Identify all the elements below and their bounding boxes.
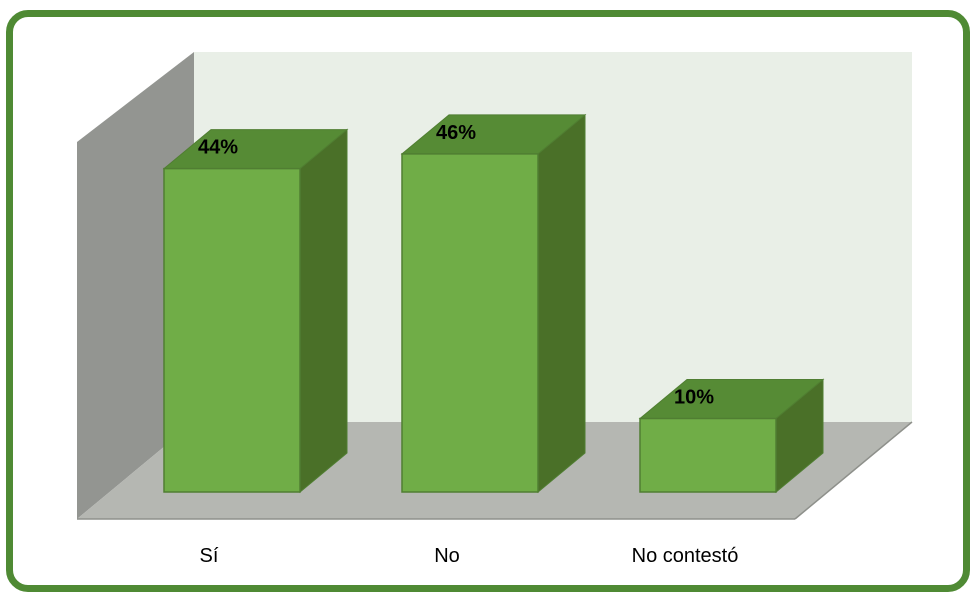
data-label-no: 46% <box>436 122 476 144</box>
floor-right-edge <box>794 421 913 520</box>
data-label-s-: 44% <box>198 137 238 159</box>
bar-front-face <box>401 153 539 493</box>
bar-no-contest- <box>638 378 825 494</box>
bar-side-face <box>537 113 586 494</box>
category-label-s-: Sí <box>200 545 219 567</box>
data-labels: 44% 46% 10% <box>198 122 714 409</box>
data-label-no-contest-: 10% <box>674 387 714 409</box>
bar-front-face <box>163 167 301 493</box>
bar-s- <box>162 128 349 494</box>
category-label-no: No <box>434 545 460 567</box>
bar-side-face <box>299 128 348 494</box>
category-labels: Sí No No contestó <box>200 545 739 567</box>
category-label-no-contest-: No contestó <box>632 545 739 567</box>
bar-no <box>400 113 587 494</box>
bar-front-face <box>639 417 777 493</box>
bar-series <box>162 113 825 494</box>
